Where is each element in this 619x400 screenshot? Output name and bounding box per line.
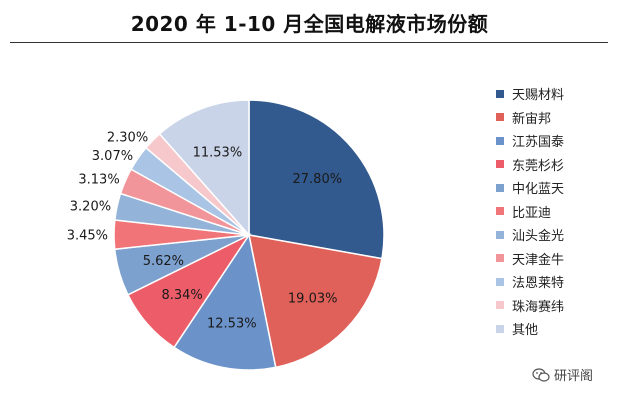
pie-labels: 27.80% 19.03% 12.53% 8.34% 5.62% 3.45% 3.20% 3.…: [67, 130, 342, 331]
pie-data-label: 2.30%: [107, 130, 148, 145]
legend-item: 珠海赛纬: [496, 294, 616, 318]
legend-item: 天赐材料: [496, 82, 616, 106]
pie-data-label: 3.13%: [78, 173, 119, 188]
legend-swatch: [496, 301, 504, 310]
pie-data-label: 19.03%: [288, 291, 338, 306]
wechat-icon: [532, 367, 550, 382]
pie-data-label: 5.62%: [143, 254, 184, 269]
legend-swatch: [496, 230, 504, 239]
legend-label: 汕头金光: [512, 229, 565, 245]
watermark: 研评阁: [532, 365, 593, 384]
legend-label: 新宙邦: [512, 111, 552, 127]
legend-label: 其他: [512, 323, 539, 339]
legend-swatch: [496, 89, 504, 98]
legend-label: 珠海赛纬: [512, 299, 565, 315]
legend-item: 新宙邦: [496, 106, 616, 130]
watermark-text: 研评阁: [554, 369, 594, 384]
legend-label: 天赐材料: [512, 88, 565, 104]
pie-slice: [173, 233, 277, 371]
legend-swatch: [496, 254, 504, 263]
legend-swatch: [496, 183, 504, 192]
legend-swatch: [496, 113, 504, 122]
pie-slices: [113, 99, 385, 371]
pie-data-label: 27.80%: [293, 172, 343, 187]
legend-swatch: [496, 136, 504, 145]
legend-swatch: [496, 207, 504, 216]
chart-title: 2020 年 1-10 月全国电解液市场份额: [130, 12, 489, 36]
pie-data-label: 8.34%: [161, 288, 202, 303]
pie-data-label: 11.53%: [193, 146, 243, 161]
legend-swatch: [496, 160, 504, 169]
legend-item: 天津金牛: [496, 247, 616, 271]
pie-slice: [248, 234, 383, 369]
legend-label: 法恩莱特: [512, 276, 565, 292]
legend-label: 东莞杉杉: [512, 158, 565, 174]
legend-swatch: [496, 324, 504, 333]
legend-item: 比亚迪: [496, 200, 616, 224]
legend-item: 江苏国泰: [496, 129, 616, 153]
pie-data-label: 12.53%: [207, 316, 257, 331]
title-divider: [10, 42, 608, 43]
legend-label: 中化蓝天: [512, 182, 565, 198]
pie-data-label: 3.07%: [92, 149, 133, 164]
legend-item: 法恩莱特: [496, 270, 616, 294]
legend-item: 汕头金光: [496, 223, 616, 247]
legend-item: 中化蓝天: [496, 176, 616, 200]
legend-label: 天津金牛: [512, 252, 565, 268]
pie-data-label: 3.45%: [67, 229, 108, 244]
pie-data-label: 3.20%: [70, 199, 111, 214]
legend-item: 东莞杉杉: [496, 153, 616, 177]
legend: 天赐材料新宙邦江苏国泰东莞杉杉中化蓝天比亚迪汕头金光天津金牛法恩莱特珠海赛纬其他: [496, 82, 616, 341]
legend-label: 江苏国泰: [512, 135, 565, 151]
pie-slice: [158, 99, 250, 237]
pie-slice: [248, 99, 385, 260]
legend-label: 比亚迪: [512, 205, 552, 221]
legend-item: 其他: [496, 317, 616, 341]
legend-swatch: [496, 277, 504, 286]
